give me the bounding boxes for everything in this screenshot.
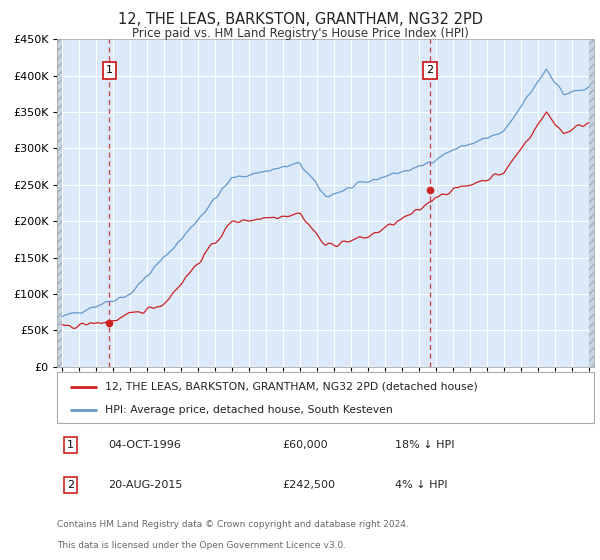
Text: 12, THE LEAS, BARKSTON, GRANTHAM, NG32 2PD: 12, THE LEAS, BARKSTON, GRANTHAM, NG32 2… <box>118 12 482 27</box>
Text: 4% ↓ HPI: 4% ↓ HPI <box>395 480 448 490</box>
Text: 04-OCT-1996: 04-OCT-1996 <box>108 440 181 450</box>
Text: £242,500: £242,500 <box>283 480 335 490</box>
Text: HPI: Average price, detached house, South Kesteven: HPI: Average price, detached house, Sout… <box>106 405 393 415</box>
Text: 1: 1 <box>67 440 74 450</box>
Text: 18% ↓ HPI: 18% ↓ HPI <box>395 440 455 450</box>
Text: 12, THE LEAS, BARKSTON, GRANTHAM, NG32 2PD (detached house): 12, THE LEAS, BARKSTON, GRANTHAM, NG32 2… <box>106 381 478 391</box>
Text: 2: 2 <box>426 66 433 76</box>
Bar <box>57 39 62 367</box>
Text: 1: 1 <box>106 66 113 76</box>
Text: Contains HM Land Registry data © Crown copyright and database right 2024.: Contains HM Land Registry data © Crown c… <box>57 520 409 529</box>
Text: Price paid vs. HM Land Registry's House Price Index (HPI): Price paid vs. HM Land Registry's House … <box>131 27 469 40</box>
Text: 2: 2 <box>67 480 74 490</box>
Text: 20-AUG-2015: 20-AUG-2015 <box>108 480 182 490</box>
Bar <box>589 39 594 367</box>
Text: £60,000: £60,000 <box>283 440 328 450</box>
Text: This data is licensed under the Open Government Licence v3.0.: This data is licensed under the Open Gov… <box>57 541 346 550</box>
